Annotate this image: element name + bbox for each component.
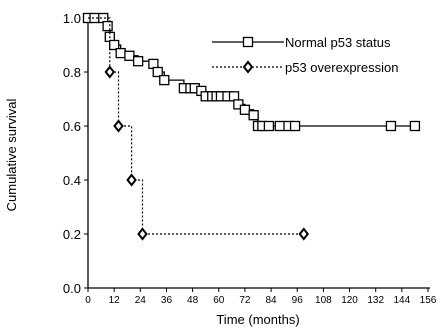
data-point: [263, 120, 275, 132]
data-point: [115, 47, 126, 59]
data-point: [233, 99, 244, 110]
y-tick-label: 0.6: [63, 119, 81, 134]
axes: 0 12 24 36 48 60 72 84 96 108 120 132 144 156 0.0 0.2 0.…: [63, 11, 437, 306]
data-point: [298, 227, 310, 241]
x-tick-label: 84: [266, 295, 278, 306]
x-tick-label: 12: [109, 295, 121, 306]
legend-diamond-marker: [242, 60, 254, 74]
data-point: [102, 20, 113, 32]
y-axis-title: Cumulative survival: [4, 99, 19, 212]
y-tick-label: 0.0: [63, 281, 81, 296]
x-tick-label: 144: [394, 295, 411, 306]
data-point: [248, 110, 259, 121]
data-point: [385, 120, 397, 132]
data-point: [104, 65, 116, 79]
data-point: [132, 56, 144, 67]
data-point: [289, 120, 301, 132]
x-tick-label: 0: [85, 295, 91, 306]
data-point: [152, 66, 163, 78]
x-tick-label: 36: [161, 295, 173, 306]
x-tick-label: 72: [239, 295, 251, 306]
data-point: [113, 119, 124, 133]
legend-label: Normal p53 status: [285, 35, 391, 50]
y-tick-label: 0.2: [63, 227, 81, 242]
data-point: [239, 104, 251, 115]
x-tick-label: 132: [367, 295, 384, 306]
x-tick-label: 96: [292, 295, 304, 306]
legend-square-marker: [242, 36, 254, 48]
x-tick-label: 120: [341, 295, 358, 306]
x-tick-label: 108: [315, 295, 332, 306]
x-tick-label: 60: [213, 295, 225, 306]
series-group: [82, 12, 421, 241]
legend-label: p53 overexpression: [285, 60, 398, 75]
y-tick-label: 0.4: [63, 173, 81, 188]
x-axis-title: Time (months): [216, 312, 299, 327]
legend: Normal p53 status p53 overexpression: [212, 35, 398, 75]
series-line: [88, 17, 304, 235]
series-p53-overexpression: [88, 17, 310, 241]
legend-item: p53 overexpression: [212, 60, 398, 75]
x-tick-label: 48: [187, 295, 199, 306]
y-tick-label: 1.0: [63, 11, 81, 26]
data-point: [159, 74, 170, 86]
data-point: [137, 227, 148, 241]
data-point: [409, 120, 421, 132]
data-point: [274, 120, 285, 132]
x-tick-label: 24: [135, 295, 147, 306]
y-tick-label: 0.8: [63, 65, 81, 80]
data-point: [124, 50, 135, 61]
legend-item: Normal p53 status: [212, 35, 391, 50]
data-point: [126, 173, 137, 187]
x-tick-label: 156: [420, 295, 437, 306]
